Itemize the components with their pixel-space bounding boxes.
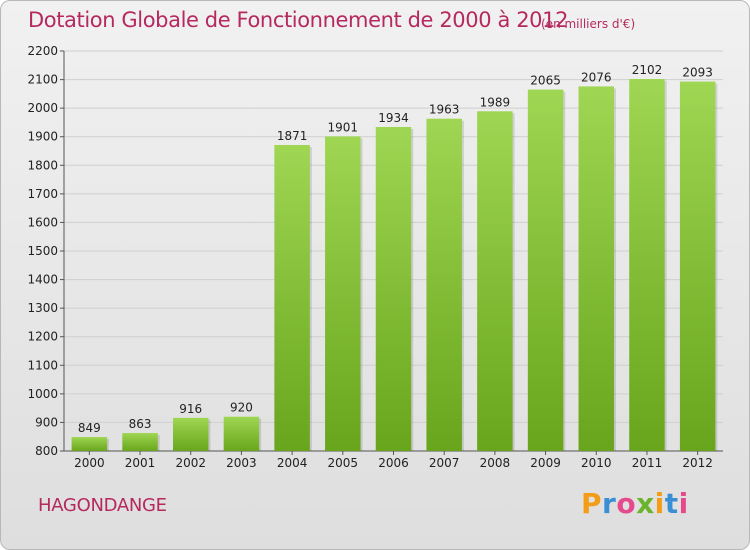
bar bbox=[325, 136, 361, 451]
bar bbox=[71, 437, 108, 451]
bar-value-label: 1934 bbox=[378, 111, 409, 125]
y-tick-label: 2000 bbox=[27, 101, 58, 115]
logo-letter: t bbox=[664, 487, 679, 520]
bar bbox=[426, 118, 462, 451]
x-tick-label: 2007 bbox=[429, 456, 460, 470]
bar-value-label: 1989 bbox=[480, 95, 511, 109]
x-tick-label: 2008 bbox=[480, 456, 511, 470]
bar-value-label: 863 bbox=[129, 417, 152, 431]
x-tick-label: 2000 bbox=[74, 456, 105, 470]
labels: 800 900 1000 1100 1200 1300 1400 1500 1600 1700 18… bbox=[27, 44, 712, 470]
y-tick-label: 1600 bbox=[27, 215, 58, 229]
bar-value-label: 2076 bbox=[581, 70, 612, 84]
bars bbox=[71, 79, 718, 452]
x-tick-label: 2004 bbox=[277, 456, 308, 470]
y-tick-label: 1200 bbox=[27, 330, 58, 344]
chart-subtitle: (en milliers d'€) bbox=[541, 17, 636, 31]
logo-letter: P bbox=[581, 487, 603, 520]
bar bbox=[375, 127, 412, 451]
bar bbox=[527, 89, 564, 452]
bar-value-label: 2102 bbox=[632, 63, 663, 77]
bar bbox=[172, 417, 209, 451]
commune-name: HAGONDANGE bbox=[38, 495, 167, 516]
bar bbox=[274, 145, 310, 451]
x-tick-label: 2003 bbox=[226, 456, 257, 470]
y-tick-label: 2100 bbox=[27, 73, 58, 87]
x-tick-label: 2011 bbox=[632, 456, 663, 470]
x-tick-label: 2006 bbox=[378, 456, 409, 470]
bar bbox=[629, 79, 665, 451]
y-tick-label: 1100 bbox=[27, 358, 58, 372]
proxiti-logo: Proxiti bbox=[581, 487, 689, 520]
x-tick-label: 2009 bbox=[530, 456, 561, 470]
bar bbox=[679, 81, 716, 452]
logo-letter: i bbox=[678, 487, 689, 520]
y-tick-label: 1300 bbox=[27, 301, 58, 315]
bar-value-label: 849 bbox=[78, 421, 101, 435]
x-tick-label: 2002 bbox=[175, 456, 206, 470]
y-tick-label: 2200 bbox=[27, 44, 58, 58]
y-tick-label: 800 bbox=[35, 444, 58, 458]
x-tick-label: 2010 bbox=[581, 456, 612, 470]
bar-value-label: 1871 bbox=[277, 129, 308, 143]
logo-letter: o bbox=[616, 487, 637, 520]
bar bbox=[122, 433, 158, 451]
bar-value-label: 2093 bbox=[682, 66, 713, 80]
logo-letter: x bbox=[636, 487, 655, 520]
bar-value-label: 916 bbox=[179, 402, 202, 416]
y-tick-label: 1000 bbox=[27, 387, 58, 401]
logo-letter: r bbox=[602, 487, 617, 520]
y-tick-label: 900 bbox=[35, 415, 58, 429]
y-tick-label: 1500 bbox=[27, 244, 58, 258]
y-tick-label: 1800 bbox=[27, 158, 58, 172]
bar-value-label: 1901 bbox=[328, 120, 359, 134]
bar-value-label: 1963 bbox=[429, 103, 460, 117]
y-tick-label: 1400 bbox=[27, 273, 58, 287]
x-tick-label: 2012 bbox=[682, 456, 713, 470]
x-tick-label: 2001 bbox=[125, 456, 156, 470]
chart-title: Dotation Globale de Fonctionnement de 20… bbox=[28, 8, 569, 32]
bar bbox=[477, 111, 513, 452]
x-tick-label: 2005 bbox=[328, 456, 359, 470]
bar-value-label: 920 bbox=[230, 401, 253, 415]
bar bbox=[578, 86, 615, 451]
y-tick-label: 1700 bbox=[27, 187, 58, 201]
y-tick-label: 1900 bbox=[27, 130, 58, 144]
bar bbox=[223, 416, 260, 451]
bar-value-label: 2065 bbox=[530, 74, 561, 88]
logo-letter: i bbox=[654, 487, 665, 520]
